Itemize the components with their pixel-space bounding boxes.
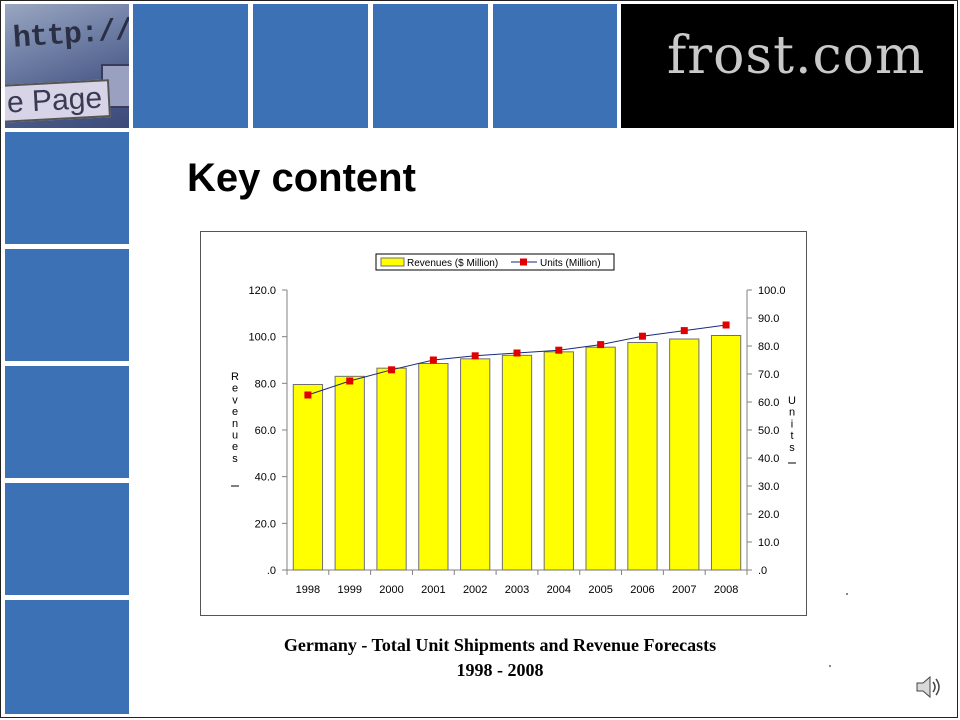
left-tick-label: 100.0	[248, 332, 276, 344]
units-marker	[638, 332, 646, 340]
header-tile-4	[493, 4, 617, 128]
units-marker	[471, 352, 479, 360]
x-tick-label: 2000	[379, 584, 403, 596]
left-axis-title-letter: R	[231, 371, 239, 383]
units-marker	[513, 349, 521, 357]
right-tick-label: 70.0	[758, 369, 779, 381]
units-marker	[346, 377, 354, 385]
revenue-units-chart: .0 20.0 40.0 60.0 80.0 100.0 120.0 .0 10.0 20.0 30…	[231, 253, 796, 596]
revenue-bar	[710, 335, 742, 571]
revenue-bar	[460, 358, 491, 571]
right-axis-title-letter: t	[790, 430, 793, 442]
right-tick-label: 20.0	[758, 509, 779, 521]
caption-line-1: Germany - Total Unit Shipments and Reven…	[283, 635, 717, 655]
hero-url-text: http://w	[11, 13, 129, 57]
chart-caption: Germany - Total Unit Shipments and Reven…	[200, 633, 800, 683]
header-tile-1	[133, 4, 248, 128]
right-tick-label: 30.0	[758, 481, 779, 493]
right-axis-title-letter: i	[791, 418, 793, 430]
stray-dot	[846, 593, 848, 595]
speaker-icon[interactable]	[915, 674, 943, 700]
units-marker	[429, 356, 437, 364]
side-tile-2	[5, 249, 129, 361]
left-axis-title-letter: e	[232, 441, 238, 453]
x-tick-label: 2007	[672, 584, 696, 596]
x-tick-label: 2005	[588, 584, 612, 596]
logo-wordmark: frost.com	[667, 26, 926, 86]
left-axis-title-letter: e	[232, 406, 238, 418]
revenue-bar	[501, 354, 533, 571]
right-tick-label: .0	[758, 565, 767, 577]
units-marker	[597, 341, 605, 349]
left-axis-title-letter: v	[232, 394, 238, 406]
left-axis-title-letter: u	[232, 430, 238, 442]
revenue-bar	[669, 338, 700, 571]
x-tick-label: 2008	[714, 584, 738, 596]
frost-logo: frost.com	[621, 4, 954, 128]
units-marker	[680, 327, 688, 335]
right-tick-label: 90.0	[758, 313, 779, 325]
right-tick-label: 60.0	[758, 397, 779, 409]
side-tile-4	[5, 483, 129, 595]
x-tick-label: 2002	[463, 584, 487, 596]
right-axis-title-letter: s	[789, 442, 795, 454]
x-tick-label: 1999	[337, 584, 361, 596]
right-tick-label: 100.0	[758, 285, 786, 297]
left-tick-label: 120.0	[248, 285, 276, 297]
logo-text: frost.com	[667, 26, 925, 86]
revenue-bar	[543, 351, 574, 571]
left-tick-label: 20.0	[255, 518, 276, 530]
left-tick-label: .0	[267, 565, 276, 577]
right-tick-label: 40.0	[758, 453, 779, 465]
units-marker	[555, 346, 563, 354]
right-tick-label: 50.0	[758, 425, 779, 437]
x-tick-label: 2001	[421, 584, 445, 596]
left-tick-label: 80.0	[255, 378, 276, 390]
x-tick-label: 2003	[505, 584, 529, 596]
header-tile-3	[373, 4, 488, 128]
chart-panel: .0 20.0 40.0 60.0 80.0 100.0 120.0 .0 10.0 20.0 30…	[200, 231, 807, 616]
caption-line-2: 1998 - 2008	[456, 660, 544, 680]
legend-bar-swatch	[380, 257, 405, 267]
units-marker	[388, 366, 396, 374]
right-tick-label: 10.0	[758, 537, 779, 549]
right-axis-title-letter: n	[789, 407, 795, 419]
revenue-bar	[292, 384, 324, 571]
legend-box	[375, 253, 615, 271]
left-axis-title-letter: e	[232, 383, 238, 395]
revenue-bar	[334, 375, 365, 571]
legend-bar-label: Revenues ($ Million)	[407, 258, 498, 269]
left-axis-title-letter: n	[232, 418, 238, 430]
revenue-bar	[418, 363, 449, 571]
legend-line-label: Units (Million)	[540, 258, 601, 269]
side-tile-5	[5, 600, 129, 714]
left-tick-label: 60.0	[255, 425, 276, 437]
x-tick-label: 2006	[630, 584, 654, 596]
x-tick-label: 1998	[296, 584, 320, 596]
left-tick-label: 40.0	[255, 472, 276, 484]
legend-line-marker	[520, 258, 527, 266]
right-axis-title-letter: U	[788, 395, 796, 407]
revenue-bar	[585, 346, 616, 571]
left-axis-title-letter: s	[232, 453, 238, 465]
header-tile-2	[253, 4, 368, 128]
slide-title: Key content	[187, 156, 416, 200]
web-page-photo: http://w e Page	[5, 4, 129, 128]
side-tile-3	[5, 366, 129, 478]
right-tick-label: 80.0	[758, 341, 779, 353]
x-tick-label: 2004	[547, 584, 571, 596]
units-marker	[722, 321, 730, 329]
revenue-bar	[627, 342, 658, 571]
stray-dot	[829, 665, 831, 667]
hero-page-text: e Page	[5, 79, 112, 123]
revenue-bar	[376, 367, 407, 571]
side-tile-1	[5, 132, 129, 244]
units-marker	[304, 391, 312, 399]
